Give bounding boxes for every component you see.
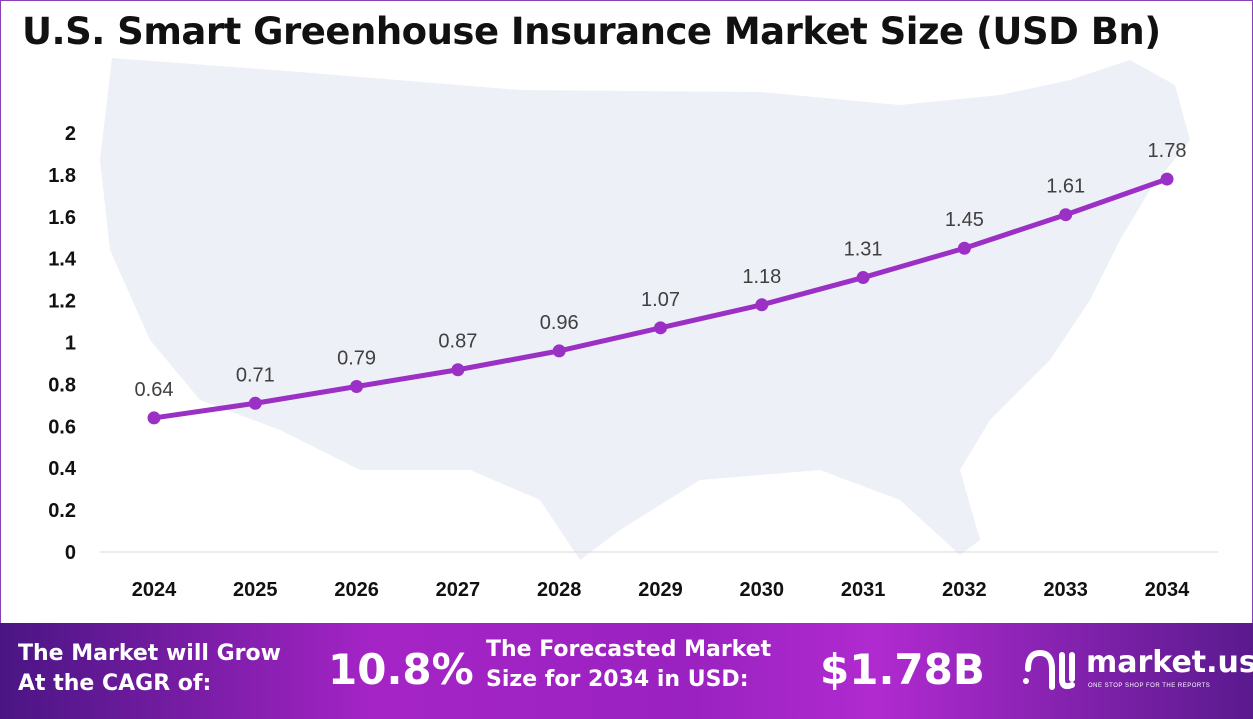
x-tick-label: 2028 <box>537 579 582 601</box>
x-tick-label: 2024 <box>132 579 177 601</box>
data-label: 1.07 <box>641 289 680 311</box>
x-tick-label: 2030 <box>740 579 785 601</box>
y-tick-label: 0.4 <box>48 458 77 480</box>
y-tick-label: 0.2 <box>48 500 76 522</box>
cagr-label-line2: At the CAGR of: <box>18 671 212 696</box>
y-tick-label: 1.4 <box>48 249 77 271</box>
y-tick-label: 1 <box>65 333 76 355</box>
x-tick-label: 2029 <box>638 579 683 601</box>
data-point <box>1160 172 1174 186</box>
y-tick-label: 0.6 <box>48 416 76 438</box>
cagr-label: The Market will Grow At the CAGR of: <box>18 639 281 699</box>
data-point <box>552 344 566 358</box>
market-us-logo-icon <box>1023 649 1075 690</box>
forecast-label-line1: The Forecasted Market <box>486 637 772 662</box>
data-point <box>1059 208 1073 222</box>
data-label: 0.79 <box>337 347 376 369</box>
data-label: 0.64 <box>135 379 174 401</box>
y-tick-label: 1.8 <box>48 165 76 187</box>
x-tick-label: 2034 <box>1145 579 1190 601</box>
data-label: 1.78 <box>1148 140 1187 162</box>
data-point <box>755 298 769 312</box>
y-tick-label: 0 <box>65 542 76 564</box>
data-point <box>248 396 262 410</box>
data-label: 1.18 <box>742 266 781 288</box>
logo-tagline: ONE STOP SHOP FOR THE REPORTS <box>1088 683 1211 689</box>
chart-title: U.S. Smart Greenhouse Insurance Market S… <box>22 10 1161 53</box>
logo-name: market.us <box>1086 645 1253 680</box>
x-tick-label: 2027 <box>436 579 481 601</box>
line-chart: 0 0.2 0.4 0.6 0.8 1 1.2 1.4 1.6 1.8 2 2024 2025 2026… <box>48 58 1218 601</box>
y-tick-label: 1.6 <box>48 207 76 229</box>
forecast-label: The Forecasted Market Size for 2034 in U… <box>486 635 771 695</box>
y-tick-label: 2 <box>65 123 76 145</box>
x-tick-label: 2033 <box>1043 579 1088 601</box>
x-tick-label: 2026 <box>334 579 379 601</box>
data-label: 1.61 <box>1046 176 1085 198</box>
data-point <box>350 379 364 393</box>
data-point <box>451 363 465 377</box>
us-map-background <box>100 58 1190 560</box>
x-tick-label: 2032 <box>942 579 987 601</box>
data-label: 1.45 <box>945 209 984 231</box>
x-tick-label: 2025 <box>233 579 278 601</box>
footer-banner: The Market will Grow At the CAGR of: 10.… <box>0 623 1253 719</box>
data-point <box>856 271 870 285</box>
cagr-value: 10.8% <box>328 645 474 694</box>
cagr-label-line1: The Market will Grow <box>18 641 281 666</box>
data-point <box>654 321 667 335</box>
data-label: 0.71 <box>236 364 275 386</box>
data-label: 0.87 <box>438 331 477 353</box>
x-tick-label: 2031 <box>841 579 886 601</box>
market-us-logo: market.us ONE STOP SHOP FOR THE REPORTS <box>1022 645 1253 700</box>
forecast-value: $1.78B <box>820 645 985 694</box>
data-label: 0.96 <box>540 312 579 334</box>
y-tick-label: 1.2 <box>48 291 76 313</box>
forecast-label-line2: Size for 2034 in USD: <box>486 667 749 692</box>
data-point <box>147 411 161 425</box>
data-label: 1.31 <box>844 239 883 261</box>
y-tick-label: 0.8 <box>48 374 76 396</box>
data-point <box>957 241 971 255</box>
